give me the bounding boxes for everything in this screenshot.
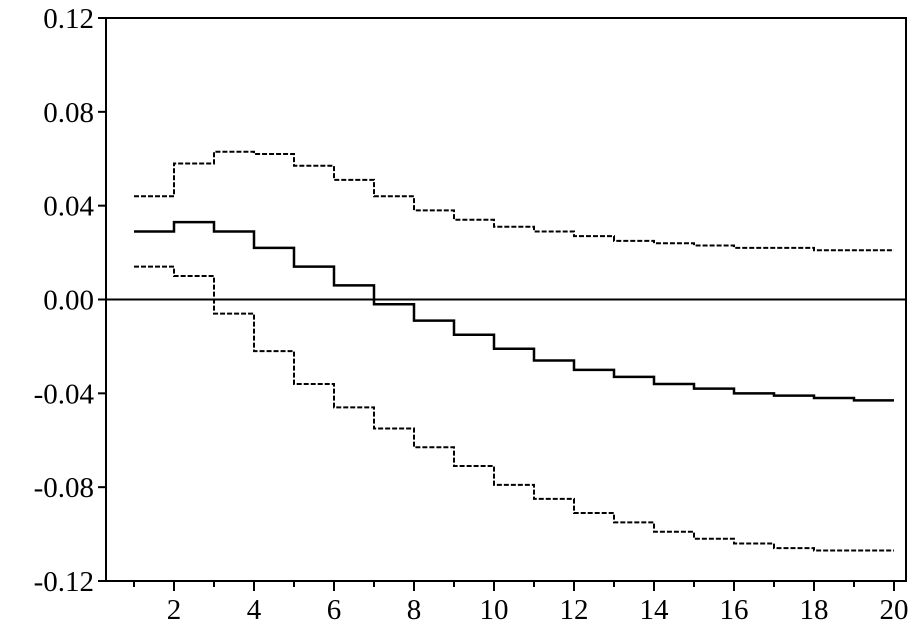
- response-line: [134, 220, 894, 402]
- y-tick-label: -0.04: [34, 378, 95, 410]
- lower-band-line: [134, 265, 894, 552]
- y-axis: 0.12 0.08 0.04 0.00 -0.04 -0.08 -0.12: [34, 3, 106, 598]
- x-tick-label: 14: [640, 594, 670, 626]
- y-tick-label: -0.08: [34, 472, 94, 504]
- x-tick-label: 18: [800, 594, 829, 626]
- y-tick-label: 0.04: [43, 191, 94, 223]
- y-tick-label: 0.00: [43, 285, 94, 317]
- x-tick-label: 4: [247, 594, 262, 626]
- upper-band-line: [134, 150, 894, 252]
- x-tick-label: 10: [480, 594, 509, 626]
- x-tick-label: 6: [327, 594, 342, 626]
- x-tick-label: 2: [167, 594, 182, 626]
- x-axis: 2 4 6 8 10 12 14 16 18 20: [133, 581, 909, 626]
- x-tick-label: 20: [880, 594, 909, 626]
- x-tick-label: 12: [560, 594, 589, 626]
- x-tick-label: 16: [720, 594, 749, 626]
- y-tick-label: -0.12: [34, 566, 94, 598]
- series-layer: [106, 150, 906, 552]
- x-tick-label: 8: [407, 594, 422, 626]
- y-tick-label: 0.12: [43, 3, 94, 35]
- y-tick-label: 0.08: [43, 97, 94, 129]
